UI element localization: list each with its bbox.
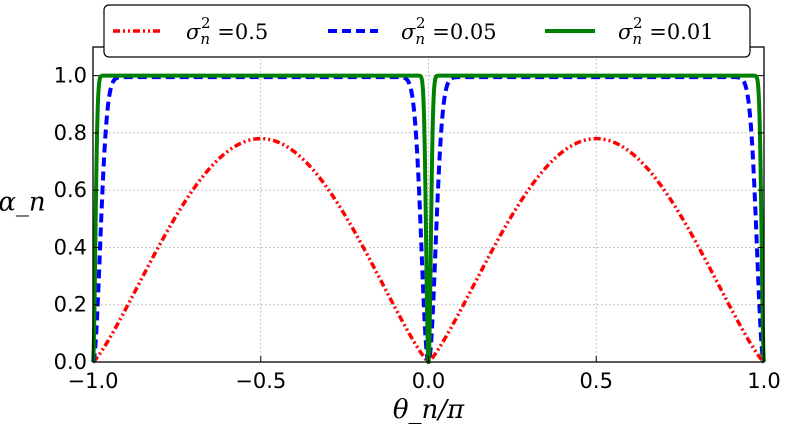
legend-label: σn2 =0.01 [618,14,714,48]
y-tick-label: 1.0 [54,64,87,88]
x-tick-label: 1.0 [747,369,780,393]
legend-label: σn2 =0.5 [186,14,268,48]
y-axis-label: α_n [0,188,46,218]
x-tick-label: 0.0 [412,369,445,393]
legend-box [103,4,751,58]
ticks: −1.0 −0.5 0.0 0.5 1.0 0.0 0.2 0.4 0.6 0.8 1.0 [54,47,781,393]
x-tick-label: 0.5 [580,369,613,393]
y-tick-label: 0.0 [54,350,87,374]
legend-label: σn2 =0.05 [401,14,497,48]
y-tick-label: 0.6 [54,178,87,202]
x-tick-label: −0.5 [235,369,286,393]
series-layer [91,73,766,364]
y-tick-label: 0.4 [54,235,87,259]
legend: σn2 =0.5 σn2 =0.05 σn2 =0.01 [103,4,751,58]
y-tick-label: 0.2 [54,293,87,317]
x-tick-label: −1.0 [68,369,119,393]
x-axis-label: θ_n/π [393,395,465,425]
series-line-solid [91,73,766,364]
y-tick-label: 0.8 [54,121,87,145]
